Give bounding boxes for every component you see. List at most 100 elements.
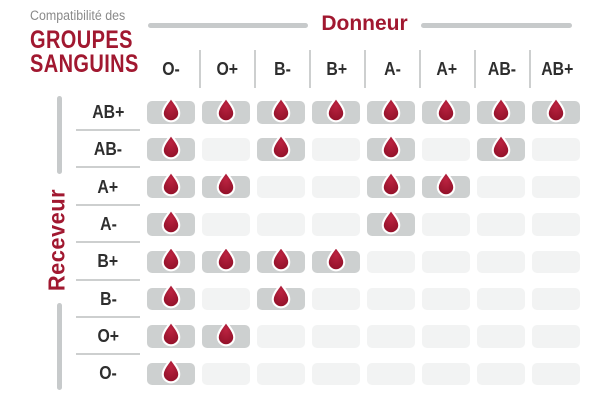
cell-O+-from-O+ xyxy=(199,320,254,362)
donor-col-header-AB+: AB+ xyxy=(528,50,584,88)
incompatible-cell-bg xyxy=(202,362,250,386)
cell-AB+-from-O- xyxy=(144,95,199,138)
donor-column-headers: O- O+ B- B+ A- A+ AB- AB+ xyxy=(144,50,584,88)
receiver-row-header-AB+: AB+ xyxy=(76,101,140,138)
cell-AB--from-B- xyxy=(254,133,309,175)
receiver-axis-line-bottom xyxy=(57,303,62,390)
cell-A+-from-A- xyxy=(364,170,419,213)
cell-AB+-from-AB- xyxy=(474,95,529,138)
receiver-axis-line-top xyxy=(57,96,62,174)
compatible-cell-bg xyxy=(147,175,195,199)
receiver-axis-label: Receveur xyxy=(43,188,70,292)
receiver-row-labels: AB+ AB- A+ A- B+ B- O+ O- xyxy=(76,101,140,400)
compatible-cell-bg xyxy=(147,101,195,124)
cell-O--from-B- xyxy=(254,362,309,400)
incompatible-cell-bg xyxy=(532,213,580,236)
incompatible-cell-bg xyxy=(312,138,360,161)
cell-AB+-from-B- xyxy=(254,95,309,138)
incompatible-cell-bg xyxy=(532,250,580,274)
compatible-cell-bg xyxy=(202,325,250,348)
incompatible-cell-bg xyxy=(477,325,525,348)
cell-O--from-O- xyxy=(144,357,199,400)
cell-O+-from-B+ xyxy=(309,325,364,362)
compatible-cell-bg xyxy=(367,101,415,124)
compatible-cell-bg xyxy=(477,101,525,124)
receiver-row-header-B+: B+ xyxy=(76,251,140,288)
receiver-row-header-B-: B- xyxy=(76,288,140,325)
compatible-cell-bg xyxy=(257,138,305,161)
receiver-row-header-O+: O+ xyxy=(76,325,140,362)
cell-B+-from-A- xyxy=(364,250,419,288)
cell-AB+-from-AB+ xyxy=(529,95,584,138)
cell-A+-from-B- xyxy=(254,175,309,213)
cell-AB--from-AB- xyxy=(474,133,529,175)
cell-A--from-B+ xyxy=(309,213,364,250)
incompatible-cell-bg xyxy=(312,362,360,386)
incompatible-cell-bg xyxy=(367,287,415,311)
cell-B--from-AB- xyxy=(474,287,529,325)
compatible-cell-bg xyxy=(532,101,580,124)
cell-O--from-AB- xyxy=(474,362,529,400)
compatibility-matrix xyxy=(144,95,584,400)
incompatible-cell-bg xyxy=(312,287,360,311)
compatible-cell-bg xyxy=(202,101,250,124)
chart-title-line2: SANGUINS xyxy=(30,50,139,78)
receiver-row-header-A-: A- xyxy=(76,213,140,250)
incompatible-cell-bg xyxy=(477,175,525,199)
cell-O+-from-A- xyxy=(364,325,419,362)
compatible-cell-bg xyxy=(367,175,415,199)
cell-A--from-AB+ xyxy=(529,213,584,250)
compatible-cell-bg xyxy=(422,175,470,199)
compatible-cell-bg xyxy=(477,138,525,161)
cell-AB--from-A+ xyxy=(419,138,474,175)
incompatible-cell-bg xyxy=(477,250,525,274)
compatible-cell-bg xyxy=(147,213,195,236)
compatible-cell-bg xyxy=(147,325,195,348)
donor-axis-line-right xyxy=(421,23,572,28)
incompatible-cell-bg xyxy=(422,213,470,236)
incompatible-cell-bg xyxy=(477,213,525,236)
cell-A+-from-O+ xyxy=(199,170,254,213)
incompatible-cell-bg xyxy=(312,213,360,236)
cell-O--from-A- xyxy=(364,362,419,400)
donor-col-header-O+: O+ xyxy=(198,50,254,88)
cell-B--from-B- xyxy=(254,282,309,325)
incompatible-cell-bg xyxy=(257,213,305,236)
cell-A--from-O+ xyxy=(199,213,254,250)
cell-B--from-AB+ xyxy=(529,287,584,325)
cell-A--from-A+ xyxy=(419,213,474,250)
cell-O+-from-O- xyxy=(144,320,199,362)
incompatible-cell-bg xyxy=(367,325,415,348)
cell-A+-from-O- xyxy=(144,170,199,213)
incompatible-cell-bg xyxy=(477,362,525,386)
incompatible-cell-bg xyxy=(312,175,360,199)
compatible-cell-bg xyxy=(147,250,195,274)
incompatible-cell-bg xyxy=(532,362,580,386)
cell-O--from-A+ xyxy=(419,362,474,400)
compatible-cell-bg xyxy=(422,101,470,124)
compatible-cell-bg xyxy=(257,287,305,311)
receiver-row-header-AB-: AB- xyxy=(76,138,140,175)
compatible-cell-bg xyxy=(257,250,305,274)
compatible-cell-bg xyxy=(312,250,360,274)
donor-col-header-AB-: AB- xyxy=(473,50,529,88)
donor-col-header-B+: B+ xyxy=(308,50,364,88)
receiver-row-header-A+: A+ xyxy=(76,176,140,213)
compatible-cell-bg xyxy=(367,138,415,161)
compatible-cell-bg xyxy=(257,101,305,124)
cell-AB--from-AB+ xyxy=(529,138,584,175)
donor-axis-label: Donneur xyxy=(321,12,408,35)
cell-B+-from-AB+ xyxy=(529,250,584,288)
compatible-cell-bg xyxy=(202,175,250,199)
cell-O+-from-A+ xyxy=(419,325,474,362)
cell-B--from-A+ xyxy=(419,287,474,325)
compatible-cell-bg xyxy=(147,138,195,161)
cell-O+-from-AB+ xyxy=(529,325,584,362)
cell-A+-from-B+ xyxy=(309,175,364,213)
incompatible-cell-bg xyxy=(257,325,305,348)
cell-B+-from-B- xyxy=(254,245,309,288)
incompatible-cell-bg xyxy=(257,175,305,199)
cell-AB--from-O+ xyxy=(199,138,254,175)
cell-O--from-B+ xyxy=(309,362,364,400)
incompatible-cell-bg xyxy=(202,213,250,236)
